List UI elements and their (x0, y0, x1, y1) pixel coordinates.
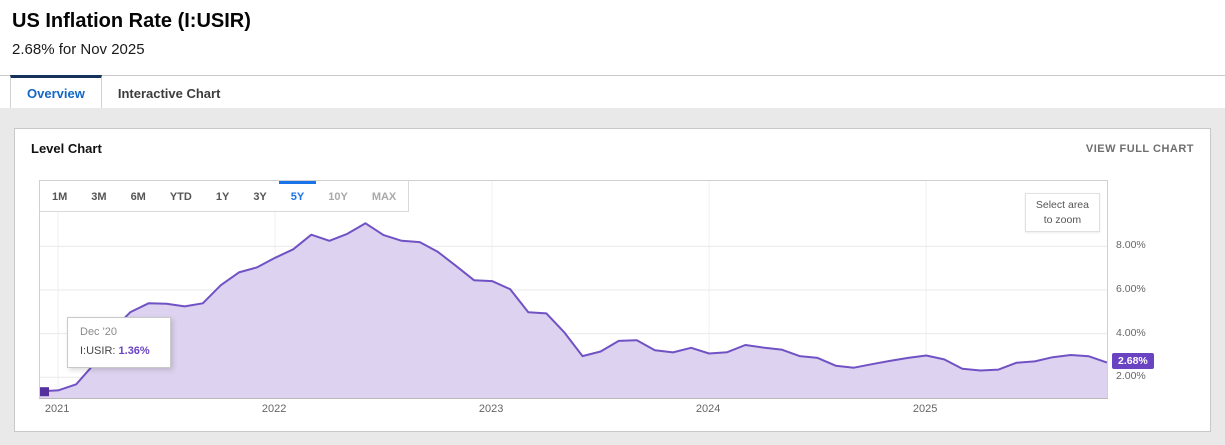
zoom-hint: Select area to zoom (1024, 193, 1100, 233)
y-axis-labels: 2.00% 4.00% 6.00% 8.00% (1116, 181, 1176, 400)
range-10y-button[interactable]: 10Y (328, 191, 348, 203)
range-toolbar: 1M 3M 6M YTD 1Y 3Y 5Y 10Y MAX (39, 180, 410, 212)
range-ytd-button[interactable]: YTD (169, 191, 192, 203)
current-value-badge: 2.68% (1112, 353, 1154, 370)
page-title: US Inflation Rate (I:USIR) (12, 10, 251, 32)
x-axis-labels: 2021 2022 2023 2024 2025 (39, 403, 1106, 417)
range-max-button[interactable]: MAX (371, 191, 397, 203)
range-1m-button[interactable]: 1M (52, 191, 68, 203)
tab-bar: Overview Interactive Chart (0, 75, 1225, 108)
chart-region: 1M 3M 6M YTD 1Y 3Y 5Y 10Y MAX Select are… (39, 180, 1210, 425)
range-6m-button[interactable]: 6M (130, 191, 146, 203)
card-title: Level Chart (31, 141, 102, 156)
range-3y-button[interactable]: 3Y (253, 191, 267, 203)
level-chart-card: Level Chart VIEW FULL CHART 1M 3M 6M YTD… (14, 128, 1211, 432)
range-3m-button[interactable]: 3M (91, 191, 107, 203)
card-header: Level Chart VIEW FULL CHART (15, 129, 1210, 160)
y-axis-label: 6.00% (1116, 283, 1146, 296)
chart-plot[interactable]: 1M 3M 6M YTD 1Y 3Y 5Y 10Y MAX Select are… (39, 180, 1108, 399)
x-axis-label: 2021 (44, 403, 70, 415)
tooltip-value: 1.36% (118, 345, 150, 357)
chart-tooltip: Dec '20 I:USIR: 1.36% (67, 317, 171, 368)
x-axis-label: 2025 (912, 403, 938, 415)
tab-interactive-chart[interactable]: Interactive Chart (117, 86, 221, 101)
x-axis-label: 2024 (695, 403, 721, 415)
tooltip-row: I:USIR: 1.36% (80, 345, 156, 357)
y-axis-label: 8.00% (1116, 239, 1146, 252)
tooltip-series-label: I:USIR: (80, 345, 116, 357)
tab-overview[interactable]: Overview (10, 75, 102, 108)
page-header: US Inflation Rate (I:USIR) 2.68% for Nov… (0, 0, 1225, 58)
x-axis-label: 2022 (261, 403, 287, 415)
tooltip-date: Dec '20 (80, 326, 117, 338)
view-full-chart-link[interactable]: VIEW FULL CHART (1085, 142, 1194, 155)
y-axis-label: 4.00% (1116, 326, 1146, 339)
content-area: Level Chart VIEW FULL CHART 1M 3M 6M YTD… (0, 108, 1225, 445)
inflation-area-chart[interactable] (40, 181, 1107, 398)
page-subtitle: 2.68% for Nov 2025 (12, 41, 145, 58)
y-axis-label: 2.00% (1116, 370, 1146, 383)
x-axis-label: 2023 (478, 403, 504, 415)
range-1y-button[interactable]: 1Y (215, 191, 230, 203)
range-5y-button[interactable]: 5Y (278, 181, 317, 211)
